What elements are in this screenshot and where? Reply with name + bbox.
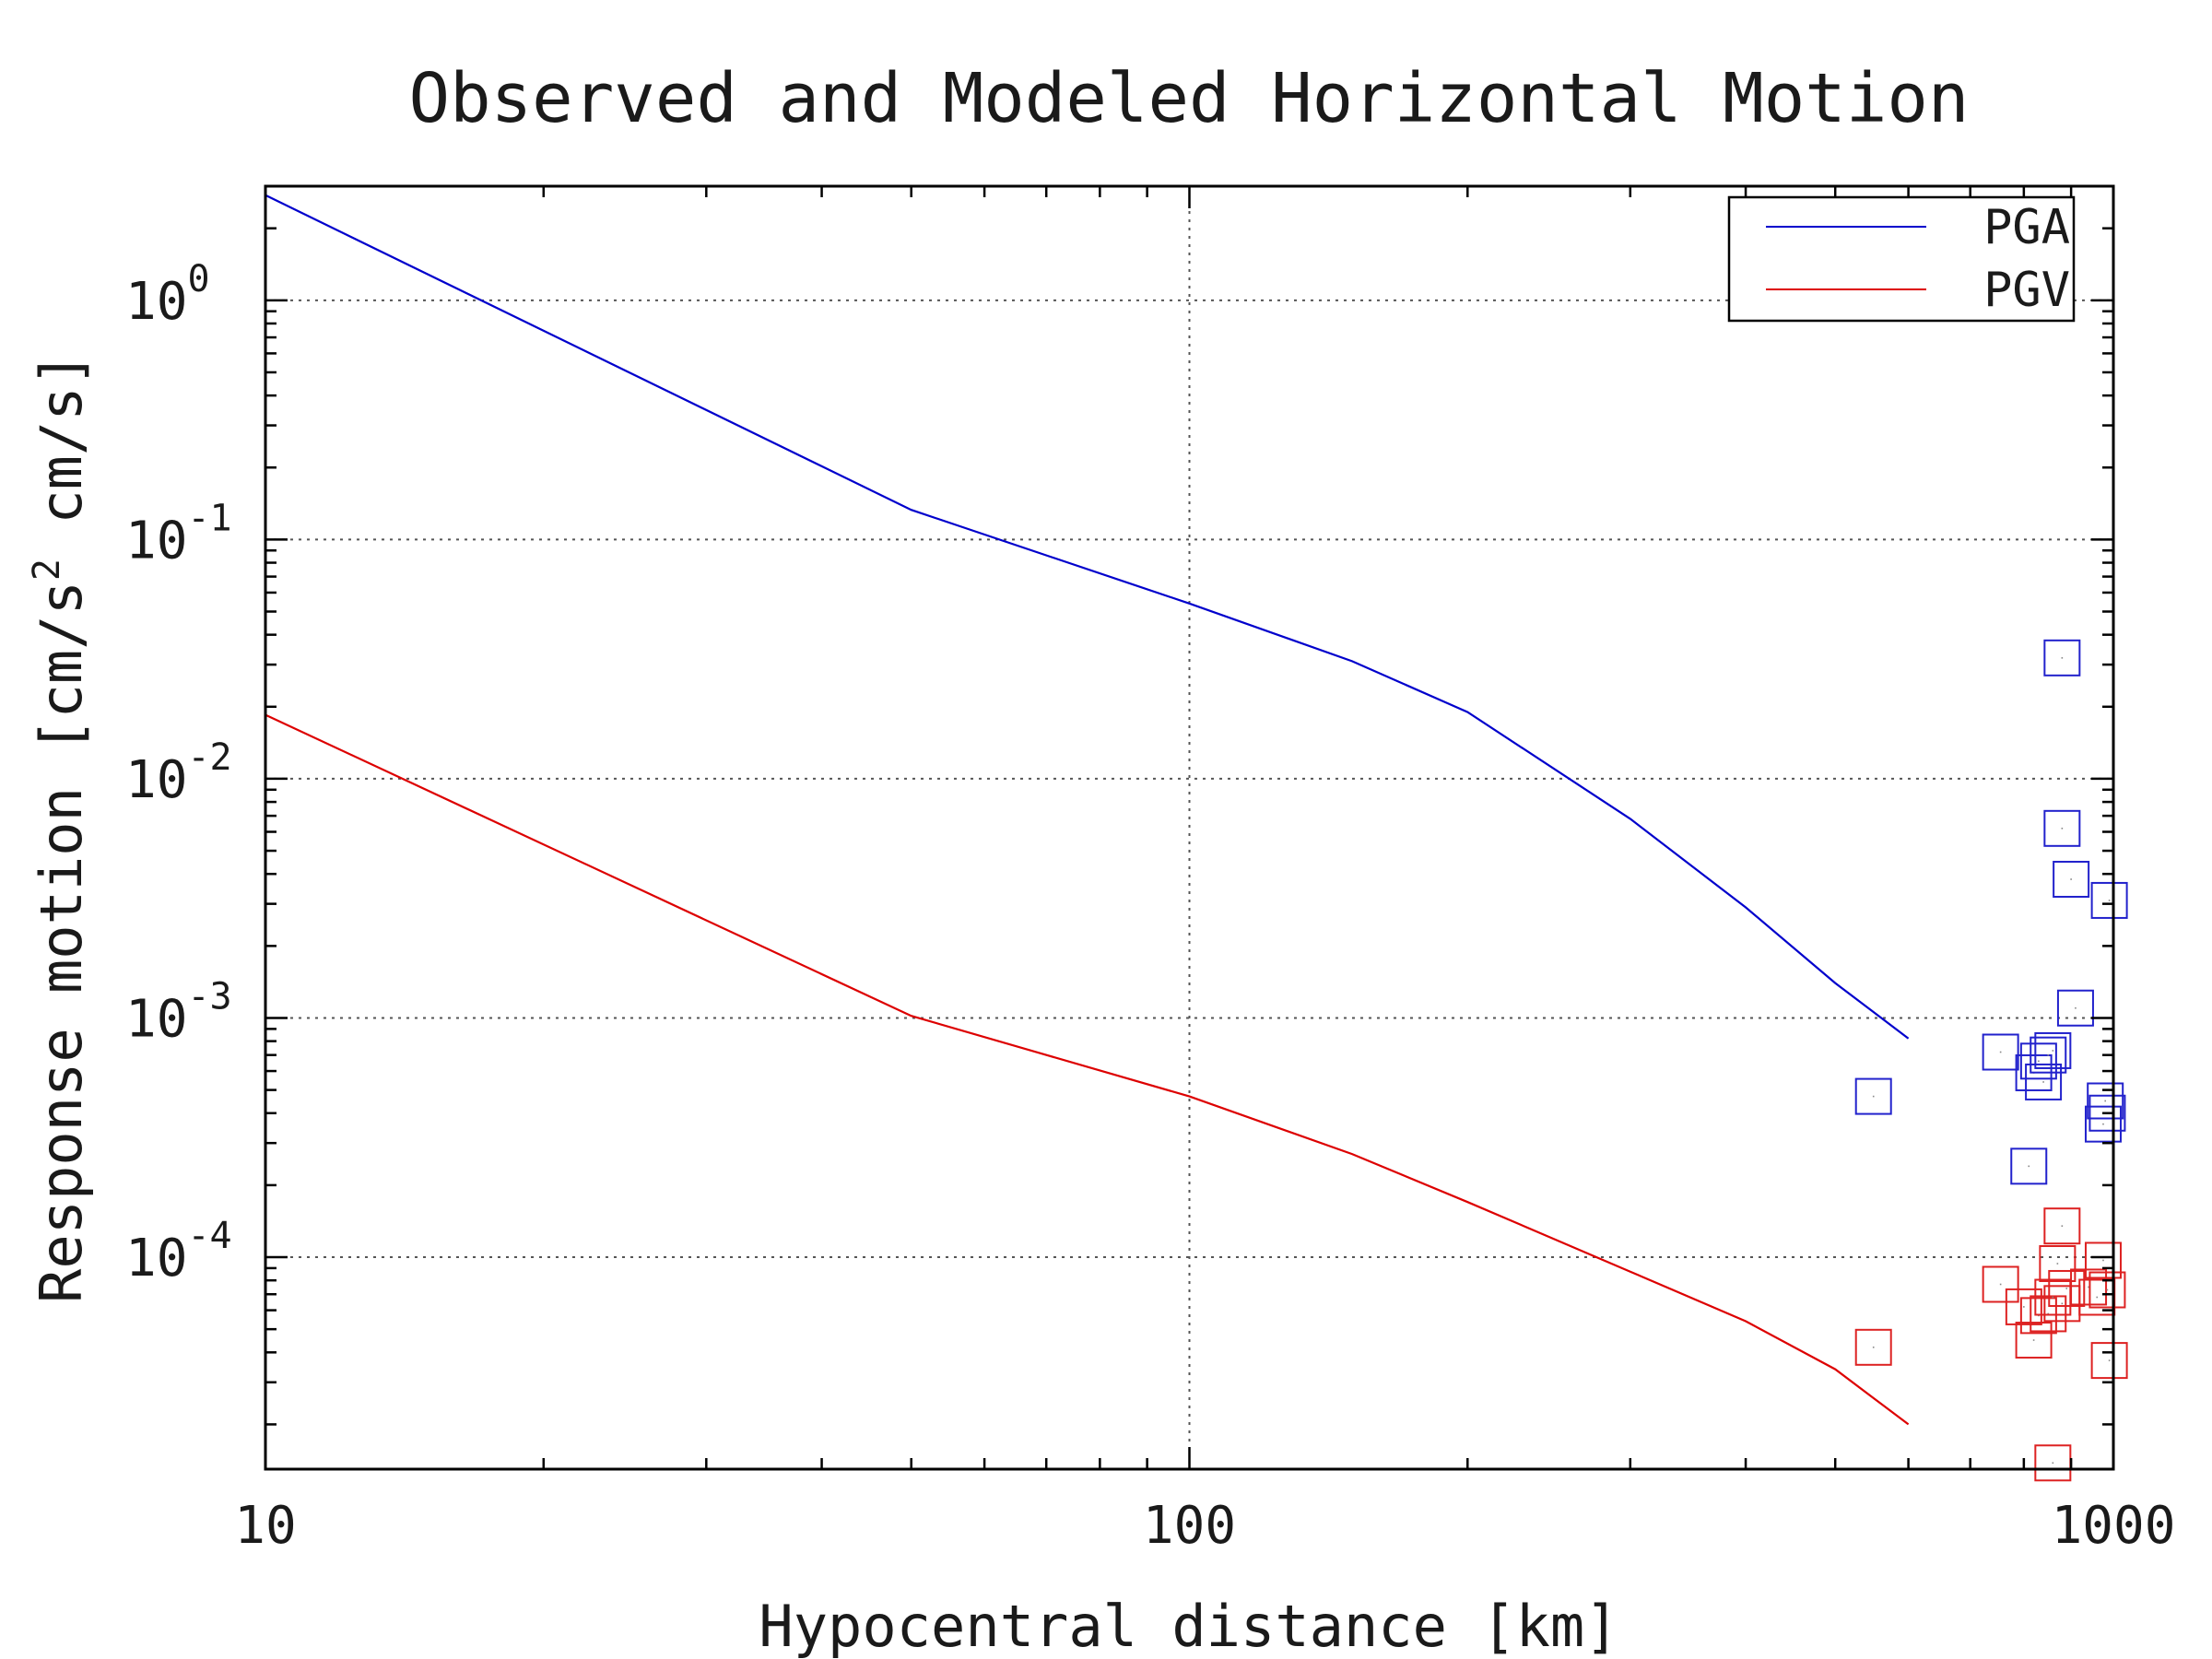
data-point-center (2106, 1288, 2109, 1291)
data-point-marker (2070, 1268, 2108, 1306)
data-point-center (2065, 1288, 2068, 1289)
legend-label-pga: PGA (1983, 200, 2070, 255)
data-point-marker (2015, 1322, 2053, 1359)
data-point-marker (2048, 1269, 2086, 1307)
data-point-center (1999, 1051, 2002, 1053)
y-tick-label: 10-3 (125, 975, 232, 1049)
data-point-center (2052, 1050, 2054, 1052)
y-tick-label: 10-2 (125, 736, 232, 810)
data-point-center (2108, 900, 2111, 901)
data-point-center (2088, 1286, 2089, 1288)
data-point-marker (2030, 1295, 2067, 1333)
data-point-center (2056, 1263, 2059, 1265)
data-point-center (2028, 1165, 2030, 1168)
data-point-marker (2090, 1342, 2128, 1380)
x-axis-label: Hypocentral distance [km] (759, 1593, 1618, 1659)
data-point-marker (2084, 1241, 2122, 1279)
data-point-marker (2025, 1063, 2063, 1100)
data-point-center (2104, 1100, 2107, 1102)
data-point-marker (2005, 1288, 2042, 1325)
data-point-center (2061, 1302, 2064, 1305)
y-tick-label: 10-4 (125, 1215, 232, 1288)
data-point-marker (2088, 1271, 2126, 1309)
legend-box (1727, 195, 2076, 323)
data-point-marker (2087, 1082, 2124, 1120)
data-point-marker (2043, 1207, 2081, 1245)
grid (265, 186, 2113, 1469)
data-point-marker (2053, 860, 2090, 898)
data-point-marker (1854, 1328, 1892, 1366)
data-point-marker (2043, 809, 2081, 847)
legend: PGA PGV (1727, 195, 2076, 323)
plot-area (265, 194, 2128, 1482)
data-point-marker (1982, 1033, 2019, 1071)
data-point-marker (2056, 989, 2094, 1027)
x-tick-label: 100 (1143, 1496, 1236, 1556)
data-point-center (2061, 1225, 2064, 1227)
data-point-center (1872, 1095, 1875, 1098)
data-point-center (1999, 1283, 2002, 1286)
data-point-marker (2090, 881, 2128, 919)
data-point-marker (2034, 1031, 2072, 1069)
data-point-center (2032, 1339, 2035, 1341)
data-point-center (2052, 1462, 2054, 1465)
data-point-center (2038, 1060, 2040, 1063)
data-point-center (2075, 1006, 2077, 1009)
data-point-center (2061, 657, 2064, 659)
data-point-center (2061, 828, 2064, 830)
data-point-marker (2010, 1147, 2048, 1185)
data-point-marker (2088, 1094, 2126, 1132)
x-tick-label: 10 (234, 1496, 296, 1556)
y-axis-label: Response motion [cm/s2 cm/s] (26, 352, 95, 1303)
data-point-center (2052, 1296, 2054, 1299)
data-point-marker (2043, 639, 2081, 677)
data-point-marker (1854, 1077, 1892, 1115)
data-point-center (2096, 1296, 2099, 1299)
data-point-center (2047, 1312, 2050, 1315)
data-point-center (2102, 1123, 2104, 1125)
y-tick-label: 10-1 (125, 497, 232, 571)
chart-title: Observed and Modeled Horizontal Motion (409, 59, 1970, 138)
data-point-center (2070, 878, 2072, 880)
data-point-center (2023, 1306, 2025, 1308)
data-point-marker (2030, 1036, 2067, 1074)
y-tick-label: 100 (125, 258, 210, 332)
data-point-center (1872, 1347, 1875, 1348)
x-tick-label: 1000 (2052, 1496, 2176, 1556)
series-line-pgv (265, 713, 1910, 1426)
data-point-center (2108, 1359, 2111, 1361)
axis-ticks: 10 100 1000 100 10-1 10-2 10-3 10-4 (125, 184, 2176, 1556)
data-point-center (2047, 1053, 2050, 1056)
data-point-marker (2039, 1245, 2077, 1283)
legend-label-pgv: PGV (1983, 263, 2070, 318)
data-point-center (2102, 1259, 2104, 1262)
data-point-marker (1982, 1265, 2019, 1303)
data-point-marker (2019, 1042, 2057, 1080)
data-point-center (2042, 1081, 2044, 1083)
data-point-marker (2084, 1105, 2122, 1143)
series-line-pga (265, 194, 1910, 1040)
